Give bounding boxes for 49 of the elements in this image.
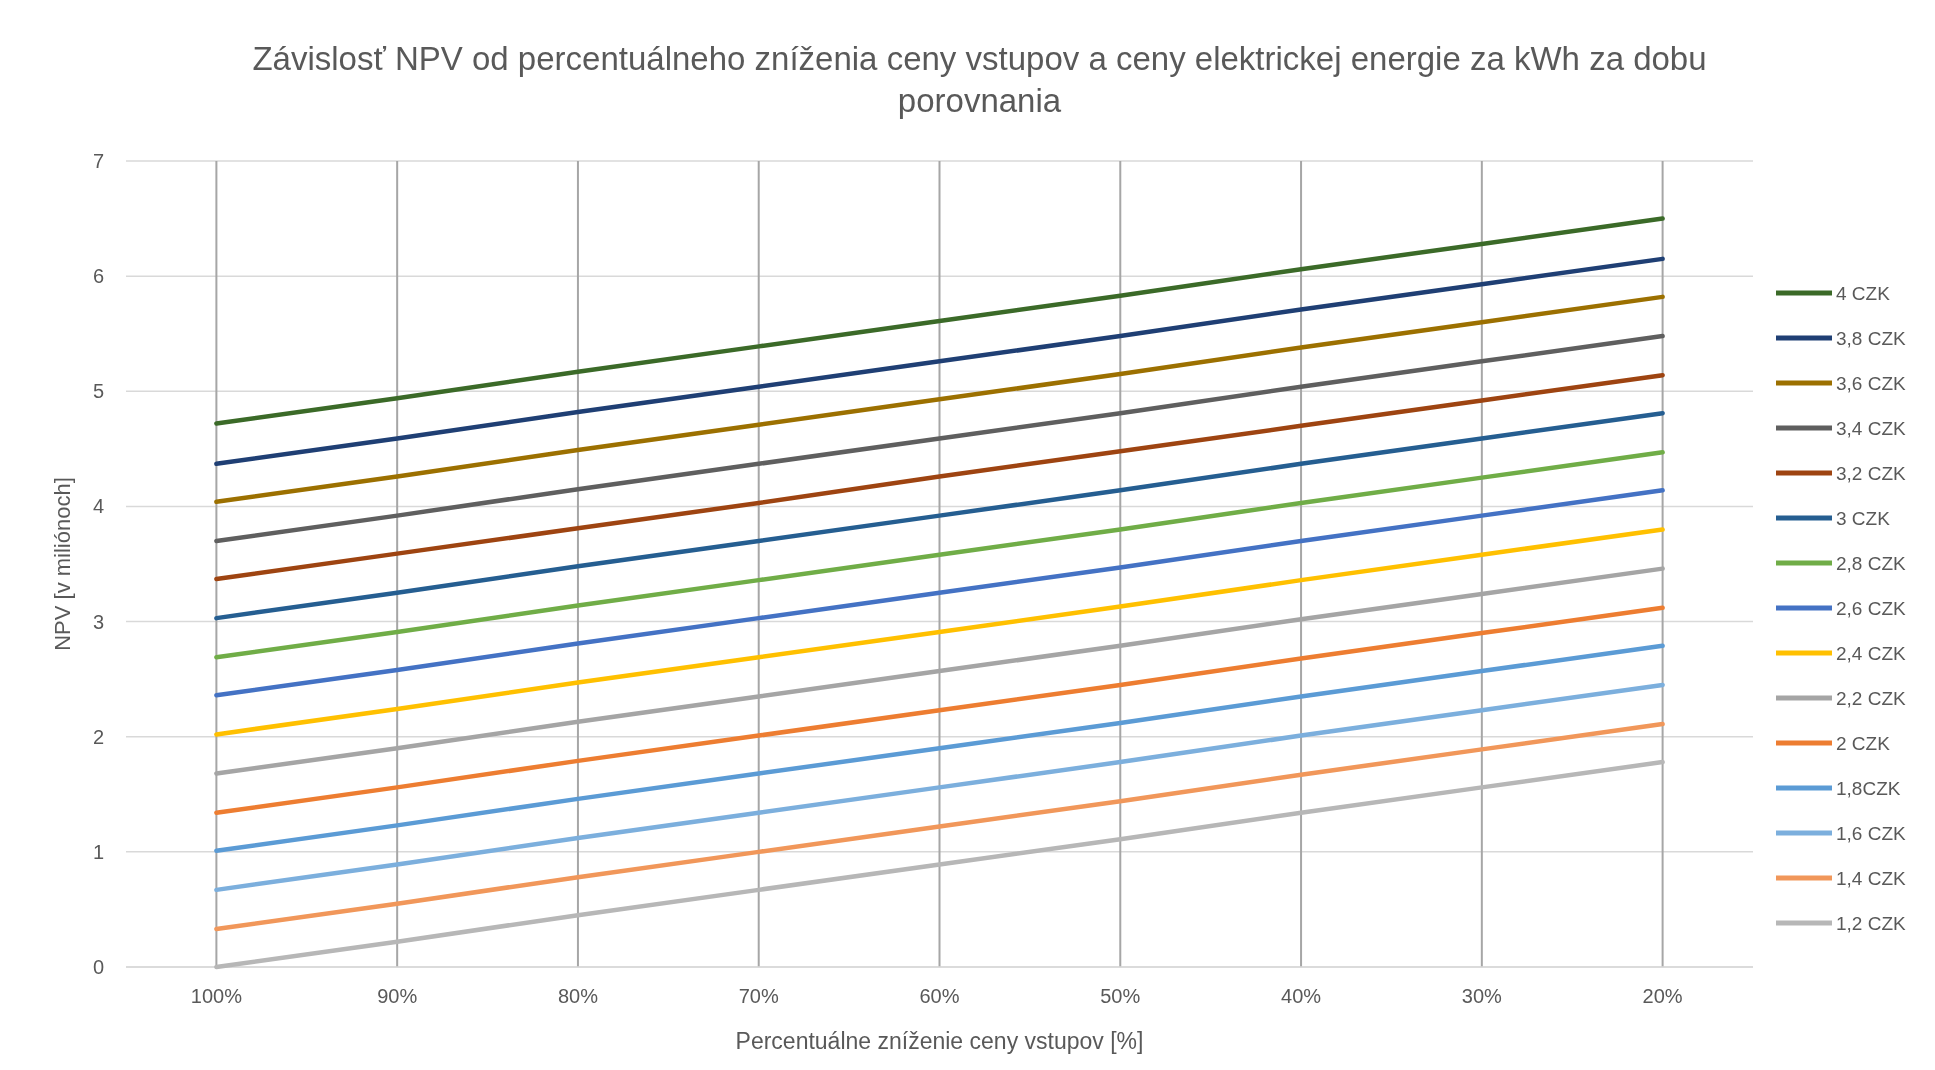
- y-tick-label: 1: [92, 840, 104, 863]
- legend-label: 2,4 CZK: [1836, 642, 1907, 664]
- legend-label: 4 CZK: [1836, 282, 1891, 304]
- x-tick-label: 80%: [557, 985, 599, 1007]
- x-tick-label: 30%: [1461, 985, 1503, 1007]
- line-series: [214, 372, 1665, 582]
- line-series: [214, 759, 1665, 970]
- line-series: [214, 216, 1665, 426]
- x-axis-title: Percentuálne zníženie ceny vstupov [%]: [735, 1028, 1144, 1054]
- line-series: [214, 605, 1665, 815]
- y-tick-label: 3: [92, 610, 104, 633]
- line-series: [214, 333, 1665, 544]
- line-series: [214, 488, 1665, 698]
- legend-label: 2 CZK: [1836, 732, 1891, 754]
- line-series: [214, 256, 1665, 467]
- y-tick-label: 7: [92, 150, 104, 172]
- y-tick-label: 4: [92, 495, 104, 518]
- y-axis-title: NPV [v miliónoch]: [50, 477, 75, 651]
- y-tick-label: 5: [92, 380, 104, 403]
- legend-label: 3,6 CZK: [1836, 372, 1907, 394]
- legend-label: 3,2 CZK: [1836, 462, 1907, 484]
- legend-label: 1,4 CZK: [1836, 867, 1907, 889]
- line-series: [214, 294, 1665, 505]
- legend-label: 3,8 CZK: [1836, 327, 1907, 349]
- legend-label: 1,6 CZK: [1836, 822, 1907, 844]
- legend-label: 1,2 CZK: [1836, 912, 1907, 934]
- y-tick-label: 2: [92, 725, 104, 748]
- x-tick-label: 40%: [1281, 985, 1322, 1007]
- line-series: [214, 410, 1665, 621]
- legend-label: 3 CZK: [1836, 507, 1891, 529]
- x-tick-label: 60%: [919, 985, 960, 1007]
- line-series: [214, 721, 1665, 932]
- legend-label: 3,4 CZK: [1836, 417, 1907, 439]
- line-series: [214, 682, 1665, 893]
- legend-label: 2,6 CZK: [1836, 597, 1907, 619]
- y-tick-label: 6: [92, 265, 104, 288]
- line-series: [214, 527, 1665, 737]
- line-series: [214, 450, 1665, 660]
- chart-title: Závislosť NPV od percentuálneho zníženia ceny vstupov a ceny elektrickej energie za kWh za dobu porovnania: [252, 40, 1707, 119]
- y-tick-label: 0: [92, 956, 104, 978]
- x-tick-label: 20%: [1642, 985, 1683, 1007]
- x-tick-label: 50%: [1100, 985, 1141, 1007]
- x-tick-label: 70%: [738, 985, 779, 1007]
- x-tick-label: 100%: [190, 985, 243, 1007]
- legend-label: 2,8 CZK: [1836, 552, 1907, 574]
- x-tick-label: 90%: [377, 985, 418, 1007]
- legend-label: 1,8CZK: [1836, 777, 1901, 799]
- line-series: [214, 643, 1665, 853]
- legend-label: 2,2 CZK: [1836, 687, 1907, 709]
